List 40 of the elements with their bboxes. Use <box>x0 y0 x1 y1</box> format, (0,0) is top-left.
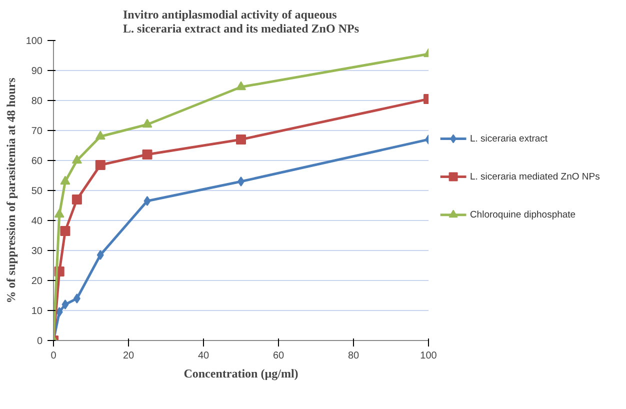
x-axis-title: Concentration (µg/ml) <box>184 366 298 380</box>
y-axis-title: % of suppression of parasitemia at 48 hours <box>4 77 18 304</box>
y-tick-label: 0 <box>36 336 43 347</box>
y-tick-label: 100 <box>26 36 43 47</box>
point <box>95 130 106 140</box>
y-tick-label: 30 <box>31 246 43 257</box>
y-tick-label: 70 <box>31 126 43 137</box>
legend-label: L. siceraria extract <box>470 133 548 144</box>
point <box>56 307 63 317</box>
point <box>236 81 246 90</box>
point <box>236 134 246 144</box>
point <box>73 294 80 304</box>
y-tick-label: 10 <box>31 306 43 317</box>
x-tick-label: 80 <box>348 350 360 362</box>
x-tick-label: 0 <box>50 350 57 362</box>
point <box>142 150 152 160</box>
x-tick-label: 60 <box>272 350 284 362</box>
point <box>238 176 244 186</box>
point <box>72 154 82 164</box>
y-tick-label: 40 <box>31 216 43 227</box>
point <box>142 118 152 128</box>
legend-label: L. siceraria mediated ZnO NPs <box>470 171 600 182</box>
point <box>95 160 106 170</box>
y-tick-label: 80 <box>31 96 43 107</box>
point <box>96 250 104 260</box>
legend-label: Chloroquine diphosphate <box>470 209 576 220</box>
x-tick-label: 20 <box>122 350 134 362</box>
point <box>60 176 70 185</box>
point <box>144 196 151 206</box>
point <box>54 208 64 218</box>
x-tick-label: 40 <box>198 350 210 362</box>
y-tick-label: 60 <box>31 156 43 167</box>
x-tick-label: 100 <box>420 350 438 362</box>
y-tick-label: 20 <box>31 276 43 287</box>
point <box>62 300 69 310</box>
point <box>60 226 70 236</box>
point <box>72 194 82 204</box>
chart-title: Invitro antiplasmodial activity of aqueous L. siceraria extract and its mediated ZnO NPs <box>123 8 360 36</box>
y-tick-label: 90 <box>31 66 43 77</box>
y-tick-label: 50 <box>31 186 43 197</box>
